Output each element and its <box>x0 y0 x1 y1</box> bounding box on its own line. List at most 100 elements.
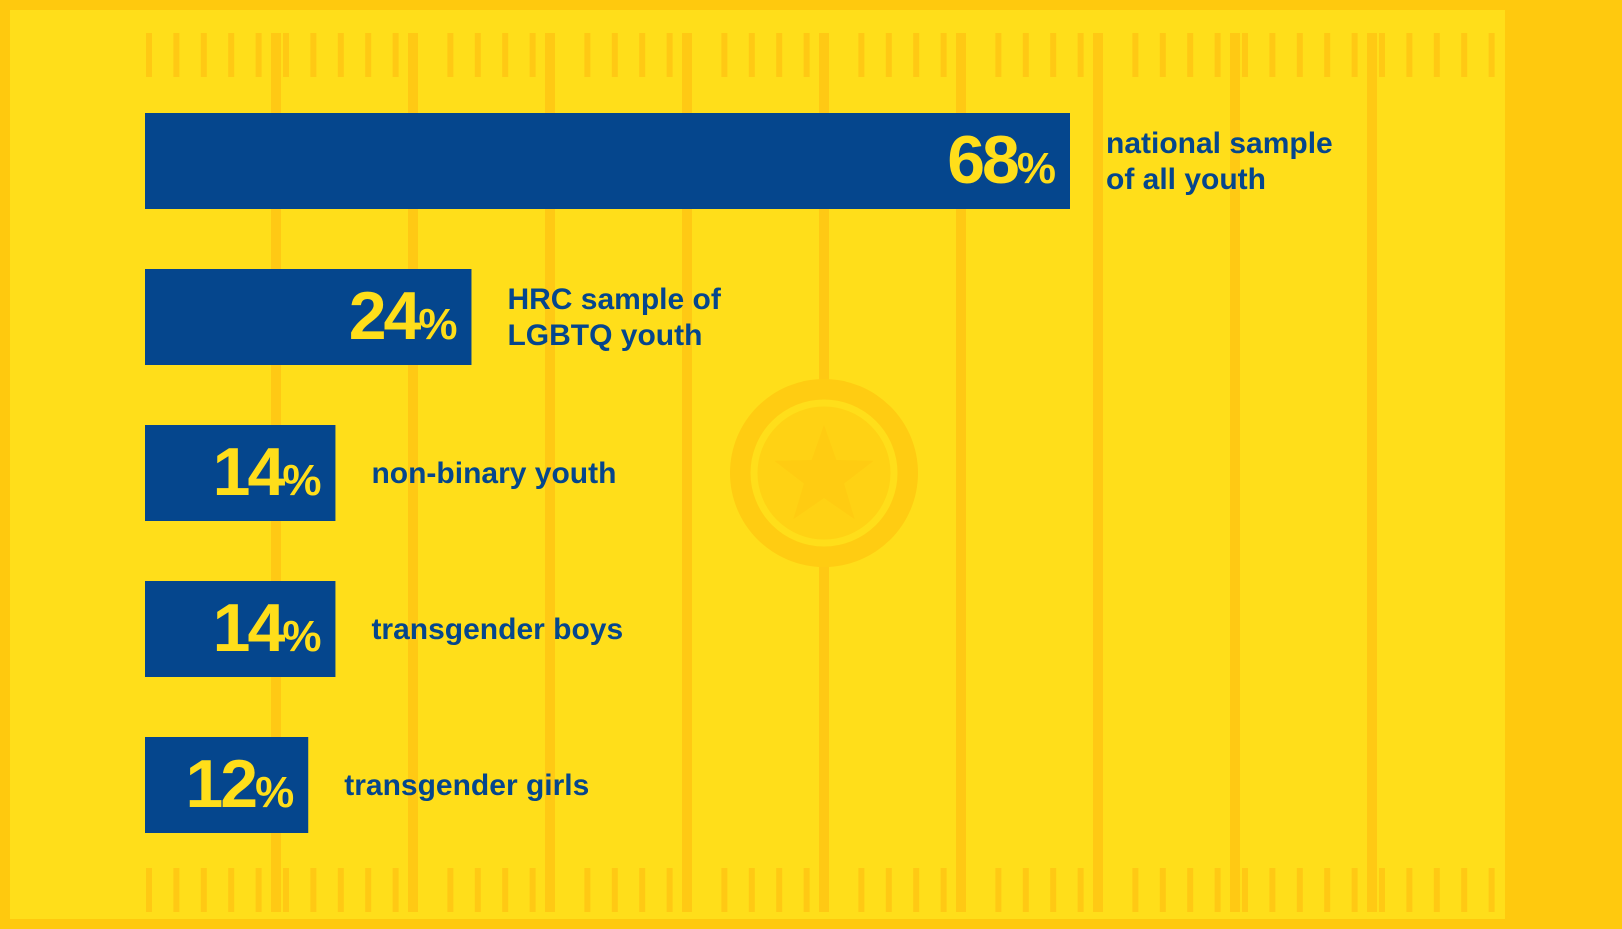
bar-value-label: 24% <box>349 278 458 354</box>
field-hash-mark <box>1488 868 1495 912</box>
field-hash-mark <box>1461 868 1468 912</box>
field-hash-mark <box>940 33 947 77</box>
field-hash-mark <box>748 868 755 912</box>
category-label: transgender boys <box>371 613 623 646</box>
field-hash-mark <box>1242 868 1248 912</box>
field-hash-mark <box>283 868 289 912</box>
field-hash-mark <box>1214 868 1221 912</box>
field-hash-mark <box>1296 868 1303 912</box>
field-hash-mark <box>940 868 947 912</box>
field-hash-mark <box>1406 33 1413 77</box>
field-yard-line <box>408 33 418 912</box>
field-hash-mark <box>1022 868 1029 912</box>
field-yard-line <box>956 33 966 912</box>
field-hash-mark <box>639 33 646 77</box>
field-hash-mark <box>365 868 372 912</box>
field-hash-mark <box>310 868 317 912</box>
field-hash-mark <box>995 33 1002 77</box>
field-yard-line <box>1093 33 1103 912</box>
bars-layer <box>145 113 1070 833</box>
bar-value-unit: % <box>418 300 457 349</box>
field-hash-mark <box>1379 868 1385 912</box>
bar-value-number: 14 <box>213 434 286 510</box>
category-label: LGBTQ youth <box>507 319 702 352</box>
field-hash-mark <box>255 33 262 77</box>
bar-value-number: 14 <box>213 590 286 666</box>
bar-value-label: 14% <box>213 590 322 666</box>
field-hash-mark <box>173 33 180 77</box>
field-hash-mark <box>913 868 920 912</box>
category-label: non-binary youth <box>371 457 616 490</box>
field-hash-mark <box>529 33 536 77</box>
field-yard-line <box>682 33 692 912</box>
field-yard-line <box>1230 33 1240 912</box>
field-hash-mark <box>1433 33 1440 77</box>
field-hash-mark <box>200 868 207 912</box>
category-label: transgender girls <box>344 769 589 802</box>
bar-value-number: 12 <box>185 746 256 822</box>
field-hash-mark <box>803 868 810 912</box>
field-hash-mark <box>447 868 454 912</box>
field-hash-mark <box>748 33 755 77</box>
field-hash-mark <box>310 33 317 77</box>
field-hash-mark <box>1159 868 1166 912</box>
category-label: of all youth <box>1106 163 1266 196</box>
bar-value-number: 68 <box>947 122 1018 198</box>
field-hash-mark <box>776 868 783 912</box>
field-hash-mark <box>1433 868 1440 912</box>
field-hash-mark <box>1324 33 1331 77</box>
field-hash-mark <box>1187 33 1194 77</box>
field-hash-mark <box>1406 868 1413 912</box>
field-hash-mark <box>1077 868 1084 912</box>
field-hash-mark <box>146 33 152 77</box>
field-hash-mark <box>1269 33 1276 77</box>
field-hash-mark <box>1242 33 1248 77</box>
field-hash-mark <box>611 868 618 912</box>
field-hash-mark <box>255 868 262 912</box>
field-hash-mark <box>502 868 509 912</box>
field-hash-mark <box>447 33 454 77</box>
value-labels-layer: 68%24%14%14%12% <box>185 122 1056 822</box>
bar-value-unit: % <box>282 612 321 661</box>
category-label: HRC sample of <box>507 283 721 316</box>
field-hash-mark <box>173 868 180 912</box>
field-hash-mark <box>1488 33 1495 77</box>
bar <box>145 269 472 365</box>
field-hash-mark <box>392 868 399 912</box>
field-hash-mark <box>1159 33 1166 77</box>
field-hash-mark <box>913 33 920 77</box>
bar-value-number: 24 <box>349 278 422 354</box>
bar-value-unit: % <box>255 768 294 817</box>
bar-value-unit: % <box>282 456 321 505</box>
field-hash-mark <box>502 33 509 77</box>
field-hash-mark <box>1050 868 1057 912</box>
field-hash-mark <box>803 33 810 77</box>
field-hash-mark <box>885 33 892 77</box>
field-hash-mark <box>1379 33 1385 77</box>
field-hash-mark <box>1187 868 1194 912</box>
field-hash-mark <box>337 33 344 77</box>
bar-value-unit: % <box>1017 144 1056 193</box>
bar <box>145 581 336 677</box>
star-icon <box>774 425 874 520</box>
field-yard-line <box>545 33 555 912</box>
field-hash-mark <box>1461 33 1468 77</box>
field-hash-mark <box>721 33 728 77</box>
field-hash-mark <box>584 33 591 77</box>
field-hash-mark <box>639 868 646 912</box>
field-hash-mark <box>283 33 289 77</box>
bar-value-label: 68% <box>947 122 1056 198</box>
bar <box>145 113 1070 209</box>
field-hash-mark <box>365 33 372 77</box>
field-hash-mark <box>666 868 673 912</box>
bar-value-label: 14% <box>213 434 322 510</box>
field-hash-mark <box>1132 33 1139 77</box>
field-hash-mark <box>200 33 207 77</box>
field-hash-mark <box>228 868 235 912</box>
field-hash-mark <box>611 33 618 77</box>
field-hash-mark <box>337 868 344 912</box>
field-right-band <box>1505 10 1612 919</box>
field-hash-mark <box>776 33 783 77</box>
field-hash-mark <box>1351 868 1358 912</box>
